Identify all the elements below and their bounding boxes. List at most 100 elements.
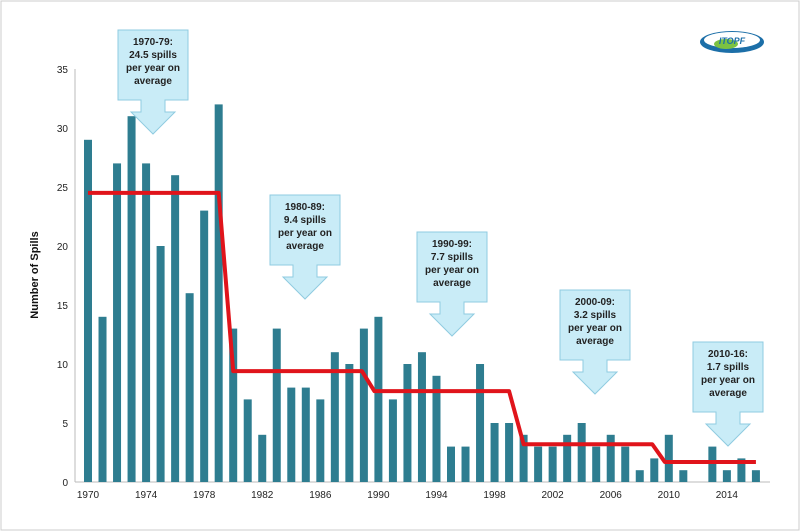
bar-1986 (316, 399, 325, 482)
bar-2013 (708, 446, 717, 482)
annotation-2000-09: 2000-09: 3.2 spills per year on average (559, 289, 631, 395)
x-tick-label: 1990 (367, 490, 390, 501)
bar-2009 (650, 458, 659, 482)
bar-2016 (751, 470, 760, 482)
bar-1978 (200, 210, 209, 482)
annotation-text: average (433, 278, 471, 289)
x-tick-label: 1974 (135, 490, 158, 501)
annotation-1990-99: 1990-99: 7.7 spills per year on average (416, 231, 488, 337)
annotation-text: per year on (126, 63, 180, 74)
bar-1983 (272, 328, 281, 482)
bar-2005 (592, 446, 601, 482)
annotation-2010-16: 2010-16: 1.7 spills per year on average (692, 341, 764, 447)
annotation-text: per year on (568, 323, 622, 334)
bar-1988 (345, 364, 354, 482)
annotation-text: average (576, 336, 614, 347)
bar-2008 (635, 470, 644, 482)
logo-text: ITOPF (719, 36, 746, 46)
x-tick-label: 1998 (483, 490, 506, 501)
bar-2002 (548, 446, 557, 482)
x-tick-label: 2002 (542, 490, 565, 501)
annotation-text: average (134, 76, 172, 87)
bar-1987 (330, 352, 339, 482)
bar-1995 (447, 446, 455, 482)
x-tick-label: 1986 (309, 490, 332, 501)
bar-1990 (374, 316, 383, 482)
x-tick-label: 1994 (425, 490, 448, 501)
callout-arrow-box (117, 29, 189, 135)
y-tick-label: 35 (57, 65, 69, 76)
bar-2006 (606, 434, 615, 482)
annotation-text: 1.7 spills (707, 362, 750, 373)
x-tick-label: 2006 (600, 490, 623, 501)
bar-1982 (258, 434, 267, 482)
x-tick-label: 1970 (77, 490, 100, 501)
y-tick-label: 10 (57, 360, 69, 371)
bar-1984 (287, 387, 296, 482)
annotation-text: 7.7 spills (431, 252, 474, 263)
callout-arrow-box (269, 194, 341, 300)
bar-1976 (171, 175, 180, 482)
bar-1980 (229, 328, 238, 482)
annotation-text: average (709, 388, 747, 399)
y-tick-label: 20 (57, 242, 69, 253)
callout-arrow-box (416, 231, 488, 337)
bar-2014 (722, 470, 731, 482)
bar-1997 (476, 364, 485, 482)
callout-arrow-box (559, 289, 631, 395)
x-tick-label: 2010 (658, 490, 681, 501)
bar-2004 (577, 423, 586, 482)
bar-2003 (563, 434, 572, 482)
bar-2000 (519, 434, 528, 482)
bar-1971 (98, 316, 107, 482)
annotation-1980-89: 1980-89: 9.4 spills per year on average (269, 194, 341, 300)
bar-1994 (432, 375, 441, 482)
bar-1993 (417, 352, 426, 482)
x-tick-label: 1982 (251, 490, 274, 501)
annotation-text: 24.5 spills (129, 50, 177, 61)
bar-2001 (534, 446, 543, 482)
bar-1981 (243, 399, 252, 482)
bar-2015 (737, 458, 746, 482)
annotation-1970-79: 1970-79: 24.5 spills per year on average (117, 29, 189, 135)
itopf-logo: ITOPF (700, 31, 764, 53)
x-tick-label: 1978 (193, 490, 216, 501)
annotation-text: per year on (425, 265, 479, 276)
bar-2011 (679, 470, 688, 482)
annotation-text: 1990-99: (432, 239, 472, 250)
bar-2007 (621, 446, 630, 482)
y-tick-label: 30 (57, 124, 69, 135)
annotation-text: 1980-89: (285, 202, 325, 213)
annotation-text: 9.4 spills (284, 215, 327, 226)
annotation-text: 3.2 spills (574, 310, 617, 321)
bar-1977 (185, 293, 194, 482)
annotation-text: 2010-16: (708, 349, 748, 360)
y-tick-label: 0 (62, 478, 68, 489)
annotation-text: average (286, 241, 324, 252)
callout-arrow-box (692, 341, 764, 447)
annotation-text: 2000-09: (575, 297, 615, 308)
y-tick-label: 5 (62, 419, 68, 430)
annotation-text: per year on (278, 228, 332, 239)
y-tick-label: 25 (57, 183, 69, 194)
x-tick-label: 2014 (716, 490, 739, 501)
bar-1972 (113, 163, 122, 482)
annotation-text: 1970-79: (133, 37, 173, 48)
bar-1975 (156, 246, 165, 482)
annotation-text: per year on (701, 375, 755, 386)
y-axis-label: Number of Spills (29, 231, 41, 318)
bar-1974 (142, 163, 151, 482)
y-tick-label: 15 (57, 301, 69, 312)
bar-1985 (301, 387, 310, 482)
bar-1989 (359, 328, 368, 482)
bar-2010 (664, 434, 673, 482)
bar-1973 (127, 116, 136, 482)
bar-1991 (388, 399, 397, 482)
average-line (88, 190, 756, 464)
bar-1970 (84, 139, 92, 483)
bar-1979 (214, 104, 223, 483)
bar-1992 (403, 364, 412, 482)
